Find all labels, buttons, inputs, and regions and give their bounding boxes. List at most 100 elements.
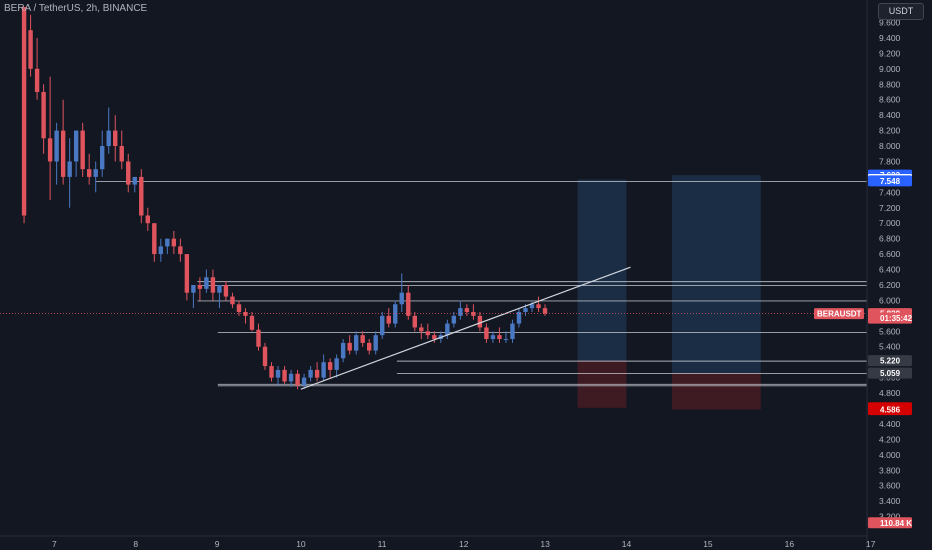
price-badge: 5.059 [868, 367, 912, 379]
price-axis-badges: 7.6237.5677.5485.82901:35:425.2205.0594.… [868, 169, 913, 529]
candle-body [334, 358, 339, 370]
price-badge-label: 5.220 [880, 357, 901, 366]
time-tick-label: 17 [866, 539, 876, 549]
candle-body [106, 130, 111, 147]
candle [223, 281, 229, 301]
price-tick-label: 7.800 [879, 156, 901, 166]
price-tick-label: 9.400 [879, 33, 901, 43]
candle-body [367, 342, 372, 351]
candle-body [54, 130, 59, 162]
price-badge-bg [868, 367, 912, 379]
time-tick-label: 10 [296, 539, 306, 549]
candle [100, 130, 105, 177]
candle [21, 7, 27, 224]
candle [399, 273, 404, 312]
time-tick-label: 12 [459, 539, 469, 549]
candle-body [47, 138, 53, 162]
candle [47, 76, 53, 201]
price-tick-label: 5.600 [879, 326, 901, 336]
candle-body [347, 342, 352, 351]
candle-body [113, 130, 118, 147]
candle [178, 238, 183, 262]
trade-zones[interactable] [577, 175, 761, 410]
candle [529, 300, 535, 312]
candle-body [41, 91, 46, 139]
candle [503, 331, 509, 343]
candle [308, 366, 313, 382]
candle [282, 366, 287, 384]
candle-body [425, 331, 431, 336]
candle [269, 362, 274, 382]
candle [93, 161, 98, 193]
candle-body [21, 7, 27, 216]
candle-body [464, 308, 470, 312]
candle-body [314, 369, 320, 378]
candle [41, 84, 46, 154]
candle [28, 14, 33, 77]
candle [386, 308, 391, 328]
candle-body [34, 68, 40, 92]
time-tick-label: 7 [52, 539, 57, 549]
candle [314, 362, 320, 382]
candle-body [445, 323, 450, 336]
candle-body [542, 308, 548, 314]
candle [484, 323, 489, 343]
candle [295, 369, 300, 390]
candle-body [458, 308, 463, 316]
price-axis-panel[interactable] [867, 0, 932, 550]
candle-body [340, 342, 346, 359]
candle [132, 176, 137, 193]
price-tick-label: 9.200 [879, 48, 901, 58]
candle [419, 323, 424, 340]
price-tick-label: 8.000 [879, 141, 901, 151]
candle-body [28, 30, 33, 69]
candle [393, 300, 398, 328]
horizontal-levels[interactable] [95, 180, 867, 387]
candle-body [503, 339, 509, 341]
candle [191, 284, 196, 309]
time-tick-label: 16 [785, 539, 795, 549]
candle-body [80, 130, 85, 170]
price-tick-label: 4.400 [879, 419, 901, 429]
candle-body [471, 312, 476, 316]
price-tick-label: 7.000 [879, 218, 901, 228]
trendline-drawing[interactable] [300, 266, 631, 390]
price-badge: 5.220 [868, 355, 912, 367]
price-tick-label: 3.800 [879, 465, 901, 475]
candle [464, 304, 470, 316]
symbol-title[interactable]: BERA / TetherUS, 2h, BINANCE [4, 3, 148, 14]
candle [236, 300, 242, 316]
candle-body [282, 369, 287, 382]
candle [34, 37, 40, 100]
candle-body [132, 176, 137, 185]
candle-body [119, 146, 124, 162]
candle [497, 327, 502, 343]
candle [334, 354, 339, 378]
candle [347, 335, 352, 355]
candle-body [380, 315, 385, 336]
candle-body [373, 335, 378, 351]
candle [165, 238, 170, 255]
candle [360, 331, 365, 347]
price-tick-label: 7.200 [879, 203, 901, 213]
candle-body [275, 369, 281, 378]
candle-body [321, 362, 326, 378]
candle-body [217, 284, 222, 293]
price-badge-bg [868, 175, 912, 187]
price-badge-bg [868, 517, 912, 529]
candle [516, 308, 522, 328]
price-tick-label: 4.200 [879, 434, 901, 444]
time-axis-ticks[interactable]: 7 8 9 10 11 12 13 14 15 16 17 [52, 539, 876, 549]
price-tick-label: 8.800 [879, 79, 901, 89]
candle-body [360, 335, 365, 343]
candle-body [353, 335, 359, 351]
candle [158, 238, 164, 262]
candle-body [73, 130, 79, 162]
time-tick-label: 9 [215, 539, 220, 549]
candle [432, 331, 437, 343]
currency-button[interactable]: USDT [878, 3, 924, 20]
candle-body [484, 327, 489, 340]
candle-body [165, 238, 170, 247]
candle [367, 339, 372, 355]
